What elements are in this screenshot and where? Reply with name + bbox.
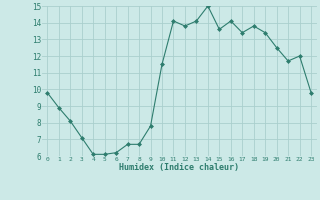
X-axis label: Humidex (Indice chaleur): Humidex (Indice chaleur) xyxy=(119,163,239,172)
